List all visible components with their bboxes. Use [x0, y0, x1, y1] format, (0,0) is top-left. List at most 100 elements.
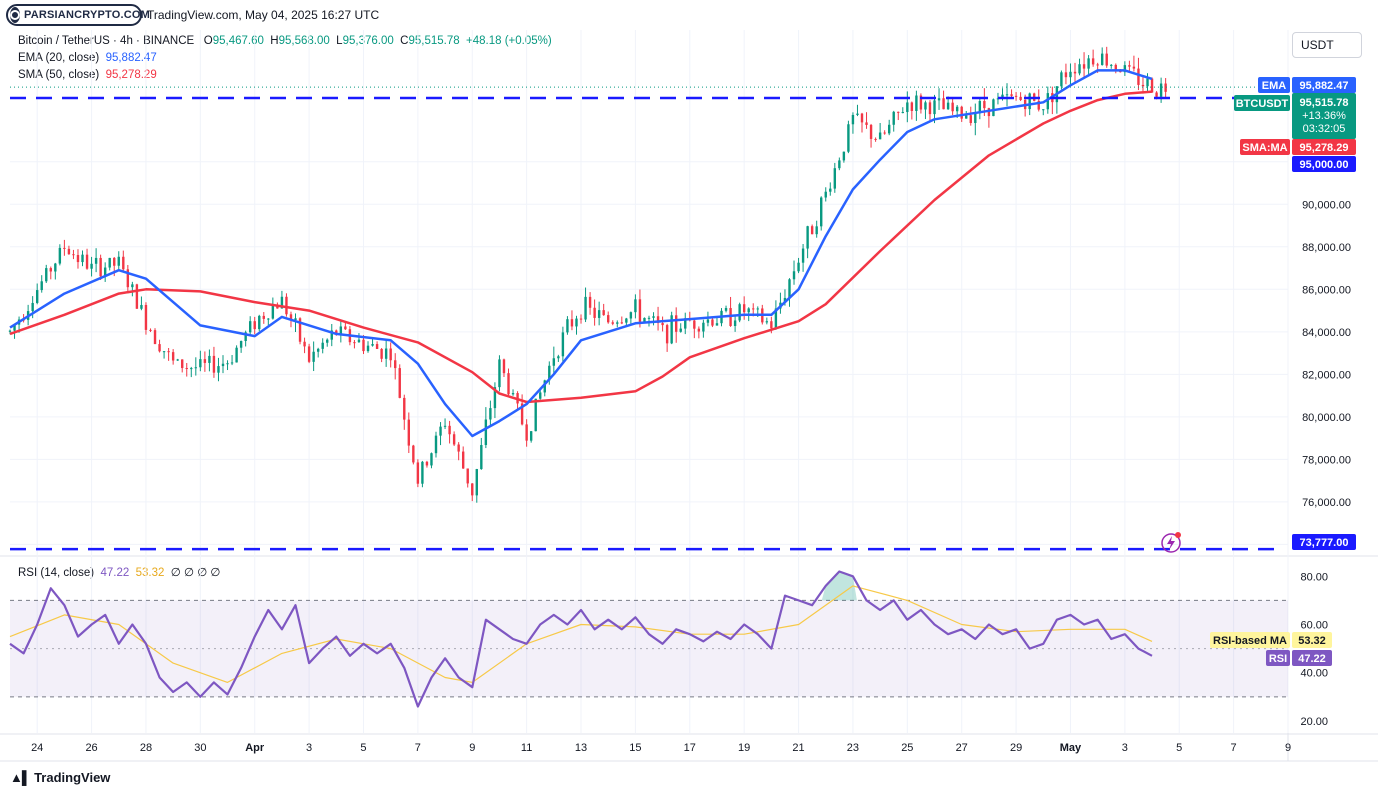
rsi-tag-value-bg: [1292, 650, 1332, 666]
currency-button[interactable]: USDT: [1292, 32, 1362, 58]
candle-body: [652, 316, 655, 318]
candle-body: [253, 321, 256, 330]
candle-body: [258, 315, 261, 330]
candle-body: [715, 323, 719, 326]
last-price-tag: 95,515.78+13.36%03:32:05: [1292, 93, 1356, 139]
candle-body: [353, 342, 356, 344]
candle-body: [326, 339, 329, 343]
rsi-tick-label: 40.00: [1300, 668, 1328, 680]
candle-body: [103, 267, 107, 277]
candle-body: [543, 380, 546, 393]
price-pane: [8, 46, 1288, 551]
candle-body: [452, 434, 456, 445]
candle-body: [303, 341, 306, 347]
candle-body: [1091, 58, 1095, 65]
candle-body: [765, 321, 769, 323]
candle-body: [448, 425, 451, 435]
candle-body: [344, 326, 347, 330]
candle-body: [1159, 83, 1163, 97]
candle-body: [181, 359, 184, 369]
candle-body: [190, 368, 193, 370]
price-tick-label: 76,000.00: [1302, 497, 1351, 509]
candle-body: [529, 431, 533, 441]
candle-body: [525, 424, 528, 441]
candle-body: [1110, 64, 1113, 66]
candle-body: [924, 102, 927, 110]
candle-body: [294, 318, 297, 320]
candle-body: [629, 312, 633, 319]
candle-body: [815, 226, 818, 235]
candle-body: [1078, 64, 1081, 74]
candle-body: [394, 360, 397, 369]
ema-legend[interactable]: EMA (20, close) 95,882.47: [18, 52, 157, 64]
candle-body: [289, 314, 293, 320]
candle-body: [126, 269, 130, 288]
candle-body: [638, 299, 642, 322]
level-low-tag-text: 73,777.00: [1300, 537, 1349, 549]
alert-lightning-icon: [1161, 532, 1181, 553]
candle-body: [493, 387, 497, 409]
candle-body: [792, 271, 796, 280]
alert-icon-ring: [1161, 533, 1181, 553]
rsi-band: [10, 600, 1288, 697]
candle-body: [887, 124, 891, 134]
time-tick-label: 19: [738, 742, 750, 754]
candle-body: [362, 339, 365, 352]
candle-body: [171, 352, 175, 361]
time-tick-label: 15: [629, 742, 641, 754]
candle-body: [897, 111, 900, 113]
header-bar: PARSIANCRYPTO.COM TradingView.com, May 0…: [0, 0, 1378, 30]
candle-body: [788, 279, 791, 298]
candle-body: [742, 304, 746, 313]
candle-body: [221, 363, 225, 367]
candle-body: [575, 318, 578, 327]
candle-body: [579, 318, 583, 320]
time-tick-label: 3: [1122, 742, 1128, 754]
candle-body: [81, 254, 84, 263]
alert-icon-dot: [1175, 532, 1181, 538]
brand-text: TradingView: [34, 770, 111, 785]
time-tick-label: 24: [31, 742, 43, 754]
candle-body: [588, 296, 592, 308]
candle-body: [593, 307, 596, 318]
candle-body: [607, 315, 610, 323]
logo-text: PARSIANCRYPTO.COM: [24, 9, 151, 21]
candle-body: [1073, 71, 1077, 74]
sma-legend[interactable]: SMA (50, close) 95,278.29: [18, 69, 157, 81]
candle-body: [643, 317, 646, 322]
candle-body: [570, 319, 574, 327]
candle-body: [969, 115, 972, 124]
price-tick-label: 92,000.00: [1302, 157, 1351, 169]
time-tick-label: 13: [575, 742, 587, 754]
candle-body: [915, 95, 918, 111]
rsi-ma-tag-value-bg: [1292, 632, 1332, 648]
candle-body: [946, 102, 950, 110]
candle-body: [611, 322, 614, 324]
rsi-tick-label: 60.00: [1300, 620, 1328, 632]
candle-body: [733, 320, 737, 326]
time-tick-label: 25: [901, 742, 913, 754]
candle-body: [1119, 71, 1122, 73]
candle-body: [548, 365, 551, 381]
rsi-tag-label-text: RSI: [1269, 653, 1287, 665]
rsi-line: [9, 570, 1153, 708]
candle-body: [1164, 83, 1167, 92]
candle-body: [430, 453, 433, 466]
candle-body: [1087, 58, 1090, 69]
candle-body: [797, 262, 800, 272]
symbol-legend[interactable]: Bitcoin / TetherUS · 4h · BINANCE O95,46…: [18, 35, 552, 47]
candle-body: [380, 348, 383, 359]
candle-body: [511, 393, 515, 395]
time-tick-label: 23: [847, 742, 859, 754]
candle-body: [878, 132, 882, 140]
candle-body: [502, 359, 506, 374]
candle-body: [693, 320, 696, 329]
candle-body: [1137, 68, 1140, 85]
rsi-legend[interactable]: RSI (14, close) 47.22 53.32 ∅ ∅ ∅ ∅: [18, 565, 220, 579]
candle-body: [833, 168, 837, 189]
candle-body: [162, 351, 166, 353]
tradingview-brand[interactable]: ▲▌ TradingView: [10, 770, 110, 785]
candle-body: [153, 330, 157, 345]
candle-body: [810, 226, 814, 235]
